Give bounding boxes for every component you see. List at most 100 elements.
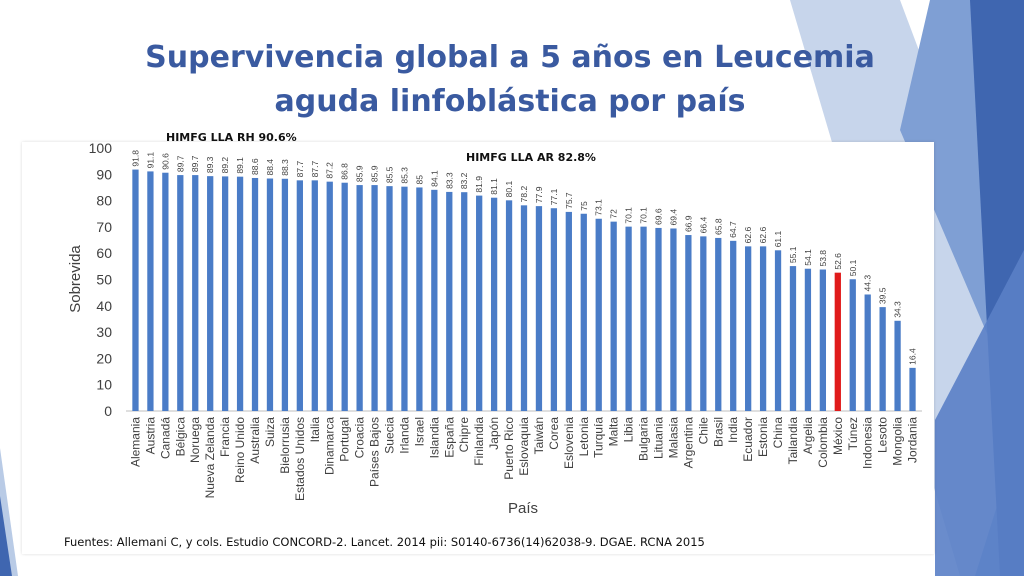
- bar: [341, 182, 348, 411]
- bar: [730, 240, 737, 411]
- bar: [371, 185, 378, 411]
- category-label: Libia: [622, 417, 636, 443]
- category-label: Corea: [547, 417, 561, 450]
- value-label: 44.3: [863, 275, 873, 292]
- value-label: 81.9: [474, 176, 484, 193]
- category-label: Jordania: [906, 417, 920, 463]
- bar: [819, 269, 827, 411]
- value-label: 87.7: [310, 161, 320, 178]
- category-label: Australia: [248, 417, 262, 464]
- category-label: Indonesia: [861, 417, 875, 469]
- value-label: 91.8: [130, 150, 140, 167]
- bar: [147, 171, 154, 411]
- category-label: Mongolia: [891, 417, 905, 466]
- category-label: Argentina: [681, 417, 695, 469]
- y-tick-label: 90: [96, 166, 112, 182]
- category-label: Malta: [607, 417, 621, 447]
- y-tick-label: 40: [96, 298, 112, 314]
- value-label: 53.8: [818, 250, 828, 267]
- value-label: 85: [414, 175, 424, 185]
- bar: [490, 197, 498, 411]
- value-label: 39.5: [878, 287, 888, 304]
- title-line-2: aguda linfoblástica por país: [274, 84, 746, 119]
- bottom-right-corner: [935, 250, 1024, 576]
- category-label: Lesoto: [876, 417, 890, 453]
- category-label: China: [771, 417, 785, 449]
- value-label: 70.1: [624, 207, 634, 224]
- bar: [535, 206, 543, 411]
- bar: [715, 237, 722, 411]
- value-label: 52.6: [833, 253, 843, 270]
- x-axis-title: País: [508, 500, 538, 517]
- category-label: Noruega: [188, 417, 202, 463]
- category-label: Finlandia: [472, 417, 486, 466]
- bar: [326, 181, 333, 411]
- category-label: Eslovenia: [562, 417, 576, 469]
- value-label: 34.3: [893, 301, 903, 318]
- bar: [311, 180, 318, 411]
- title-line-1: Supervivencia global a 5 años en Leucemi…: [145, 40, 875, 75]
- value-label: 85.9: [370, 165, 380, 182]
- category-label: Alemania: [128, 417, 142, 467]
- category-label: Puerto Rico: [502, 417, 516, 480]
- category-label: Brasil: [711, 417, 725, 447]
- value-label: 89.7: [175, 155, 185, 172]
- bar: [446, 191, 453, 411]
- value-label: 83.3: [444, 172, 454, 189]
- value-label: 64.7: [728, 221, 738, 238]
- value-label: 89.1: [235, 157, 245, 174]
- value-label: 88.6: [250, 158, 260, 175]
- category-label: Canadá: [158, 417, 172, 459]
- bar: [804, 268, 812, 411]
- value-label: 65.8: [713, 218, 723, 235]
- category-label: España: [442, 417, 456, 458]
- category-label: Túnez: [846, 417, 860, 450]
- y-tick-label: 80: [96, 193, 112, 209]
- category-label: Estados Unidos: [293, 417, 307, 501]
- value-label: 69.4: [668, 209, 678, 226]
- bar: [505, 200, 513, 411]
- value-label: 81.1: [489, 178, 499, 195]
- bar: [251, 177, 259, 411]
- value-label: 77.9: [534, 186, 544, 203]
- category-label: Chile: [696, 417, 710, 445]
- source-footnote: Fuentes: Allemani C, y cols. Estudio CON…: [64, 535, 705, 549]
- value-label: 89.7: [190, 155, 200, 172]
- category-label: Nueva Zelanda: [203, 417, 217, 499]
- category-label: Bélgica: [173, 417, 187, 457]
- value-label: 87.7: [295, 161, 305, 178]
- bar: [909, 367, 916, 411]
- annotation-himfg-rh: HIMFG LLA RH 90.6%: [166, 131, 297, 144]
- bar: [685, 235, 692, 411]
- category-label: Suecia: [383, 417, 397, 454]
- category-label: India: [726, 417, 740, 443]
- slide-title: Supervivencia global a 5 años en Leucemi…: [80, 36, 940, 124]
- value-label: 16.4: [908, 348, 918, 365]
- category-label: Ecuador: [741, 417, 755, 462]
- bar: [610, 221, 617, 411]
- bar: [595, 218, 602, 411]
- bar: [416, 187, 423, 411]
- value-label: 90.6: [160, 153, 170, 170]
- bar: [550, 208, 558, 411]
- bar: [834, 272, 841, 411]
- bar: [221, 176, 229, 411]
- bar: [849, 279, 856, 411]
- category-label: Francia: [218, 417, 232, 457]
- value-label: 80.1: [504, 181, 514, 198]
- bar: [580, 213, 587, 411]
- bar: [266, 178, 274, 411]
- category-label: Bielorrusia: [278, 417, 292, 474]
- bar: [296, 180, 303, 411]
- bar: [670, 228, 677, 411]
- bar: [625, 226, 632, 411]
- y-tick-label: 30: [96, 324, 112, 340]
- category-label: Austria: [143, 417, 157, 455]
- bar: [879, 307, 886, 411]
- value-label: 85.9: [355, 165, 365, 182]
- value-label: 62.6: [758, 227, 768, 244]
- value-label: 84.1: [429, 170, 439, 187]
- y-tick-label: 50: [96, 272, 112, 288]
- bar: [894, 320, 901, 411]
